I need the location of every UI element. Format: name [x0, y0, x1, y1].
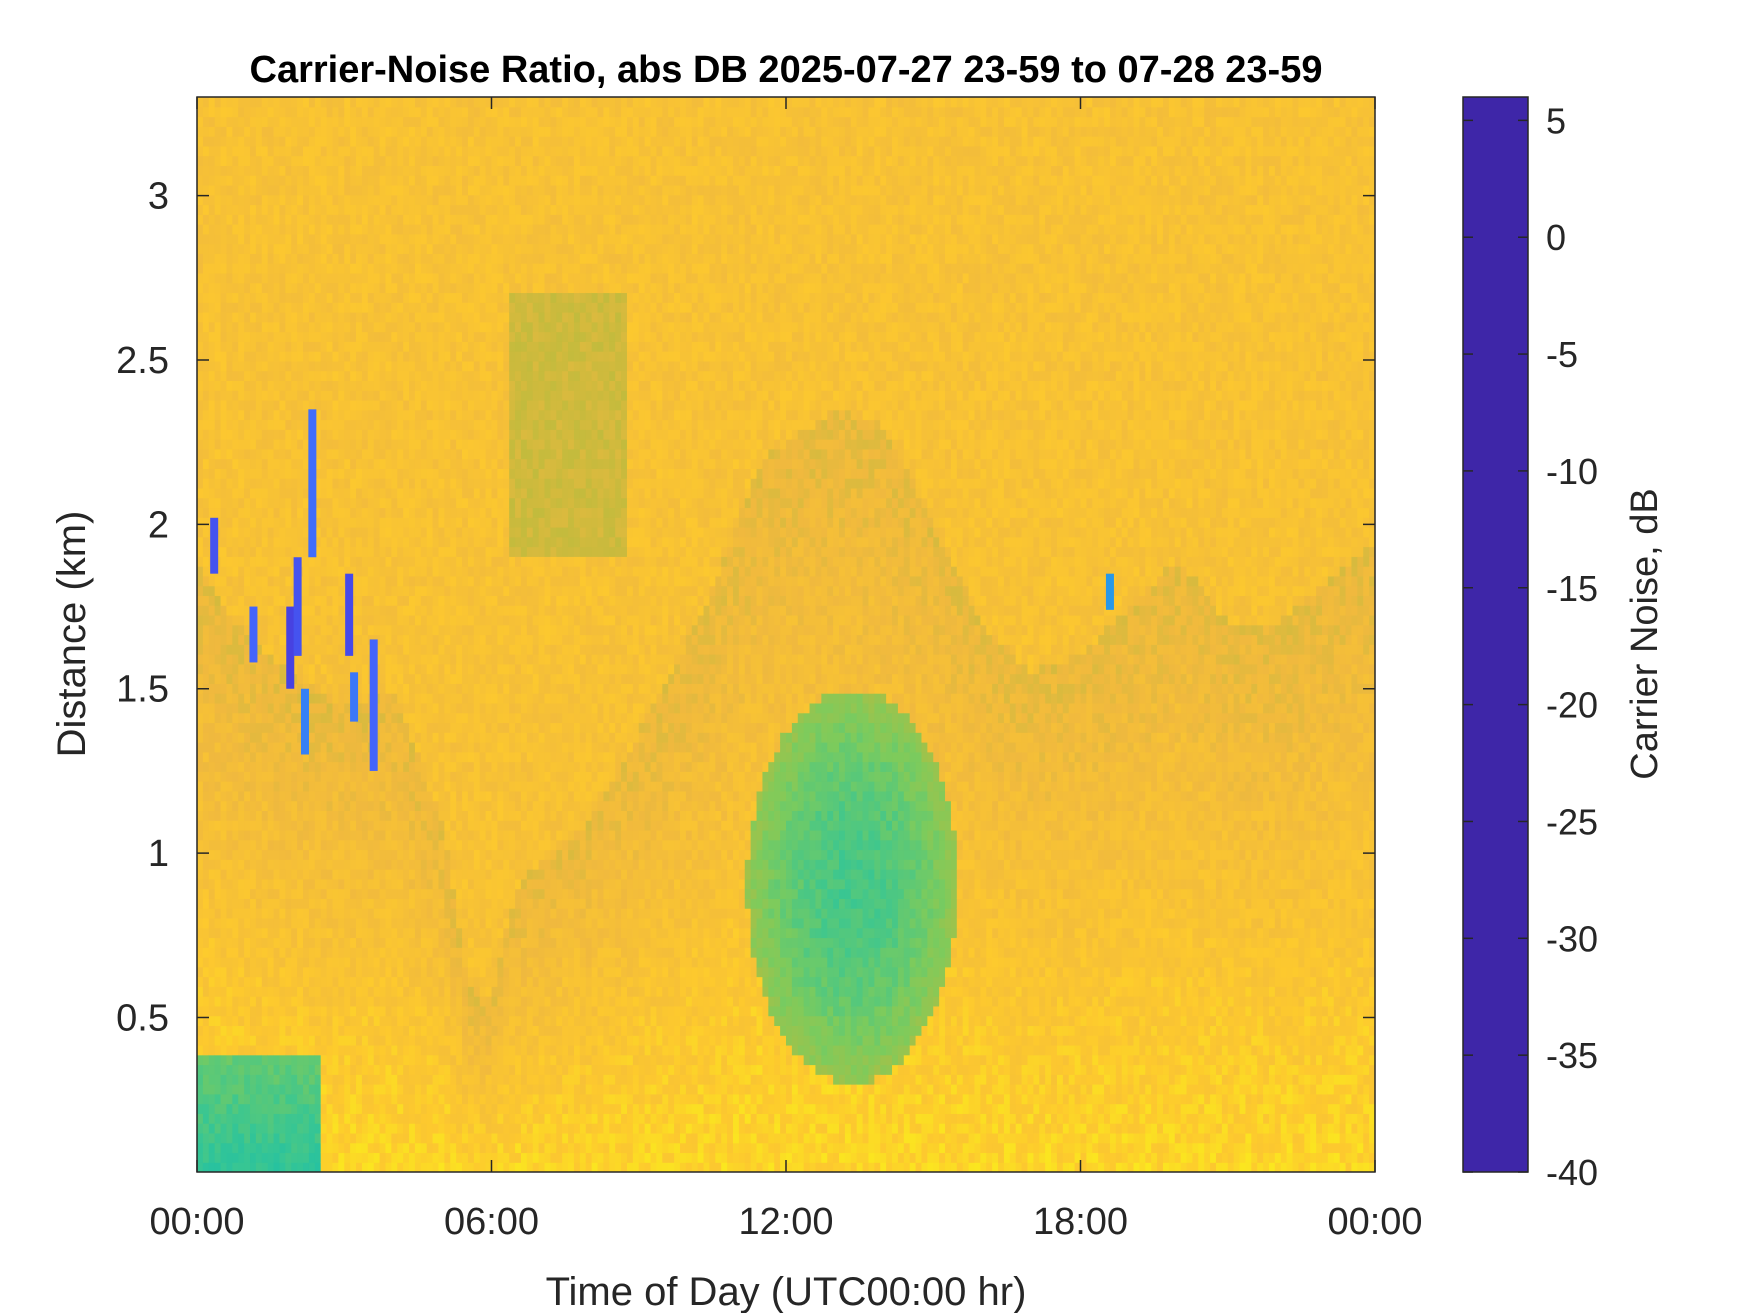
- y-axis-label: Distance (km): [50, 511, 94, 758]
- y-tick-label: 2: [148, 504, 169, 546]
- plot-area: 00:00 06:00 12:00 18:00 00:00 0.5 1 1.5 2 2.5 3: [116, 96, 1423, 1243]
- y-tick-label: 1: [148, 833, 169, 875]
- strong-echo-6: [345, 573, 354, 656]
- colorbar-tick-label: -15: [1546, 568, 1598, 609]
- strong-echo-7: [350, 672, 359, 722]
- x-axis: 00:00 06:00 12:00 18:00 00:00: [149, 97, 1423, 1243]
- colorbar-label: Carrier Noise, dB: [1624, 488, 1666, 779]
- y-tick-label: 0.5: [116, 997, 169, 1039]
- strong-echo-9: [1105, 573, 1114, 610]
- x-tick-label: 00:00: [149, 1201, 244, 1243]
- x-tick-label: 12:00: [738, 1201, 833, 1243]
- y-axis: 0.5 1 1.5 2 2.5 3: [116, 176, 1375, 1039]
- colorbar-tick-label: -5: [1546, 334, 1578, 375]
- x-tick-label: 18:00: [1033, 1201, 1128, 1243]
- colorbar: 5 0 -5 -10 -15 -20 -25 -30 -35 -40 Carrier Noise,…: [1462, 96, 1666, 1193]
- colorbar-tick-label: -10: [1546, 451, 1598, 492]
- strong-echo-5: [300, 688, 309, 755]
- x-axis-label: Time of Day (UTC00:00 hr): [546, 1270, 1027, 1313]
- colorbar-ticks: 5 0 -5 -10 -15 -20 -25 -30 -35 -40: [1463, 100, 1598, 1193]
- strong-echo-1: [249, 606, 258, 663]
- strong-echo-3: [293, 557, 302, 656]
- strong-echo-0: [210, 517, 219, 574]
- colorbar-tick-label: -35: [1546, 1035, 1598, 1076]
- y-tick-label: 2.5: [116, 340, 169, 382]
- strong-echo-8: [369, 639, 378, 771]
- heatmap-image: [197, 97, 1375, 1172]
- y-tick-label: 1.5: [116, 669, 169, 711]
- colorbar-tick-label: 5: [1546, 100, 1566, 141]
- colorbar-tick-label: -40: [1546, 1152, 1598, 1193]
- x-tick-label: 06:00: [444, 1201, 539, 1243]
- colorbar-tick-label: -30: [1546, 918, 1598, 959]
- x-tick-label: 00:00: [1327, 1201, 1422, 1243]
- chart-title: Carrier-Noise Ratio, abs DB 2025-07-27 2…: [250, 49, 1323, 91]
- colorbar-tick-label: 0: [1546, 217, 1566, 258]
- strong-echo-2: [286, 606, 295, 689]
- strong-echo-4: [308, 409, 317, 558]
- y-tick-label: 3: [148, 176, 169, 218]
- colorbar-tick-label: -20: [1546, 685, 1598, 726]
- colorbar-tick-label: -25: [1546, 801, 1598, 842]
- colorbar-gradient: [1462, 96, 1529, 1173]
